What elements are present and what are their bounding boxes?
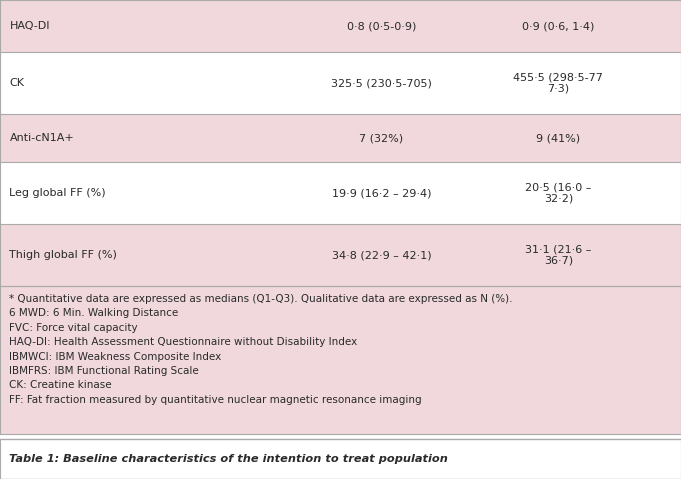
- Text: HAQ-DI: HAQ-DI: [10, 21, 50, 31]
- Text: CK: CK: [10, 78, 25, 88]
- Text: Anti-cN1A+: Anti-cN1A+: [10, 133, 74, 143]
- Bar: [0, 224, 681, 286]
- Text: 19·9 (16·2 – 29·4): 19·9 (16·2 – 29·4): [332, 188, 431, 198]
- Text: Leg global FF (%): Leg global FF (%): [10, 188, 106, 198]
- Text: 20·5 (16·0 –
32·2): 20·5 (16·0 – 32·2): [525, 182, 592, 204]
- Text: 34·8 (22·9 – 42·1): 34·8 (22·9 – 42·1): [332, 250, 431, 260]
- Bar: [0, 0, 681, 52]
- Bar: [0, 52, 681, 114]
- Bar: [0, 434, 681, 439]
- Text: 7 (32%): 7 (32%): [360, 133, 403, 143]
- Text: 31·1 (21·6 –
36·7): 31·1 (21·6 – 36·7): [525, 244, 592, 266]
- Bar: [0, 114, 681, 162]
- Text: * Quantitative data are expressed as medians (Q1-Q3). Qualitative data are expre: * Quantitative data are expressed as med…: [10, 294, 513, 405]
- Text: 9 (41%): 9 (41%): [537, 133, 580, 143]
- Bar: [0, 286, 681, 434]
- Text: Table 1: Baseline characteristics of the intention to treat population: Table 1: Baseline characteristics of the…: [10, 454, 448, 464]
- Text: Thigh global FF (%): Thigh global FF (%): [10, 250, 117, 260]
- Text: 325·5 (230·5-705): 325·5 (230·5-705): [331, 78, 432, 88]
- Text: 455·5 (298·5-77
7·3): 455·5 (298·5-77 7·3): [513, 72, 603, 94]
- Text: 0·9 (0·6, 1·4): 0·9 (0·6, 1·4): [522, 21, 595, 31]
- Bar: [0, 162, 681, 224]
- Text: 0·8 (0·5-0·9): 0·8 (0·5-0·9): [347, 21, 416, 31]
- Bar: [0, 439, 681, 479]
